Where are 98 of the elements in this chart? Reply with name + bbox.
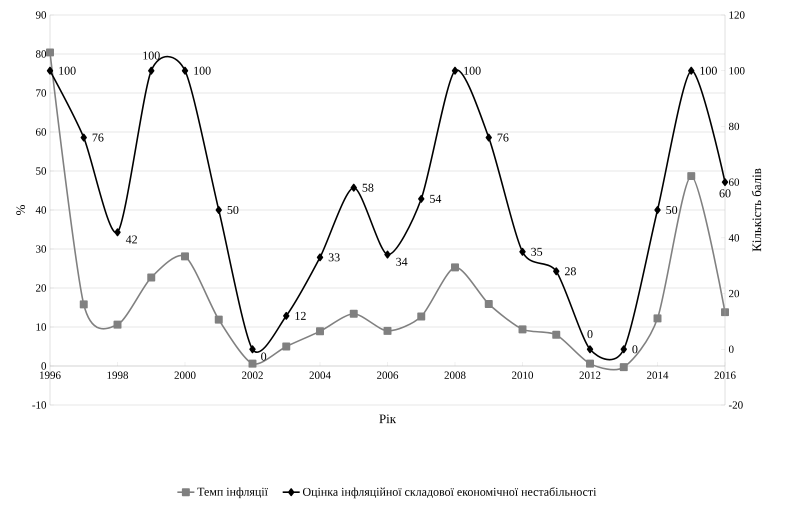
x-tick-label: 1998 (108, 372, 128, 379)
point (722, 178, 728, 186)
point (586, 345, 594, 354)
point (721, 308, 729, 316)
y-tick-label: 90 (36, 11, 46, 19)
x-tick-label: 2016 (714, 372, 736, 379)
y-tick-label: -10 (32, 401, 46, 409)
data-label: 100 (700, 66, 717, 75)
point (214, 316, 223, 324)
point (181, 252, 189, 260)
data-label: 100 (464, 66, 481, 75)
data-label: 100 (194, 66, 211, 75)
y2-tick-label: 80 (728, 122, 740, 130)
y2-axis-title: Кількість балів (752, 168, 762, 252)
x-tick-label: 2006 (377, 372, 398, 379)
point (417, 312, 426, 320)
point (620, 363, 628, 372)
data-label: 33 (328, 253, 340, 262)
point (148, 66, 154, 75)
point (486, 134, 492, 142)
point (384, 250, 391, 259)
point (182, 66, 188, 75)
x-tick-label: 2004 (310, 372, 331, 379)
x-axis-title: Рік (379, 414, 396, 424)
x-tick-label: 2002 (242, 372, 263, 379)
data-label: 100 (143, 51, 160, 60)
point (552, 330, 560, 339)
point (452, 66, 458, 75)
data-label: 0 (261, 352, 266, 361)
point (384, 326, 392, 335)
y-tick-label: 0 (41, 362, 46, 370)
y2-tick-label: 100 (729, 67, 745, 74)
y-tick-label: 10 (36, 323, 46, 331)
y-axis-title: % (16, 205, 26, 215)
point (249, 345, 256, 354)
x-tick-label: 2012 (580, 372, 600, 379)
point (316, 253, 324, 262)
point (282, 342, 290, 350)
point (418, 194, 424, 203)
y2-tick-label: 20 (729, 290, 740, 298)
data-label: 28 (564, 267, 576, 276)
data-label: 58 (362, 184, 374, 192)
point (654, 314, 662, 322)
point (451, 263, 459, 272)
point (248, 360, 256, 368)
y2-tick-label: -20 (728, 401, 743, 409)
point (586, 360, 594, 368)
y-tick-label: 20 (36, 284, 46, 292)
point (553, 267, 560, 276)
point (350, 184, 357, 192)
x-tick-label: 2014 (647, 372, 668, 379)
y2-tick-label: 40 (728, 234, 740, 242)
x-tick-label: 2000 (174, 372, 196, 379)
point (46, 48, 54, 56)
data-label: 60 (720, 189, 731, 198)
x-tick-label: 1996 (40, 372, 61, 379)
point (46, 66, 54, 75)
y2-tick-label: 0 (728, 346, 734, 353)
x-tick-label: 2008 (444, 372, 466, 379)
y-tick-label: 60 (36, 128, 46, 136)
point (620, 345, 627, 354)
legend-label: Темп інфляції (197, 487, 268, 498)
point (114, 228, 121, 236)
point (687, 172, 696, 180)
y-tick-label: 50 (36, 167, 46, 175)
point (316, 327, 324, 336)
data-label: 0 (632, 345, 638, 354)
data-label: 50 (666, 206, 678, 214)
point (147, 273, 156, 282)
point (80, 300, 88, 308)
point (484, 300, 493, 308)
x-tick-label: 2010 (512, 372, 534, 379)
point (519, 248, 526, 256)
point (688, 66, 694, 75)
point (350, 310, 358, 318)
data-label: 76 (92, 134, 104, 142)
y2-tick-label: 60 (728, 178, 740, 186)
data-label: 54 (430, 194, 442, 203)
data-label: 35 (531, 248, 542, 256)
point (283, 312, 290, 320)
data-label: 42 (126, 235, 137, 244)
point (216, 206, 222, 214)
y-tick-label: 30 (36, 245, 46, 253)
data-label: 34 (396, 258, 408, 266)
point (114, 320, 122, 329)
y-tick-label: 70 (36, 89, 46, 97)
data-label: 50 (228, 206, 238, 214)
y-tick-label: 40 (36, 206, 46, 214)
data-label: 100 (59, 66, 76, 75)
data-label: 76 (498, 134, 509, 142)
data-label: 0 (587, 330, 593, 338)
point (518, 325, 526, 334)
point (654, 206, 661, 214)
data-label: 12 (295, 312, 306, 320)
y-tick-label: 80 (36, 50, 46, 58)
point (80, 134, 87, 142)
legend-label: Оцінка інфляційної складової економічної нестабільності (302, 487, 596, 498)
y2-tick-label: 120 (729, 11, 745, 19)
